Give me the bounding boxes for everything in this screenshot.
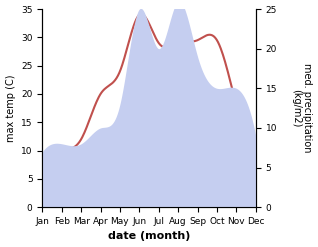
Y-axis label: max temp (C): max temp (C) <box>5 74 16 142</box>
Y-axis label: med. precipitation
(kg/m2): med. precipitation (kg/m2) <box>291 63 313 153</box>
X-axis label: date (month): date (month) <box>108 231 190 242</box>
